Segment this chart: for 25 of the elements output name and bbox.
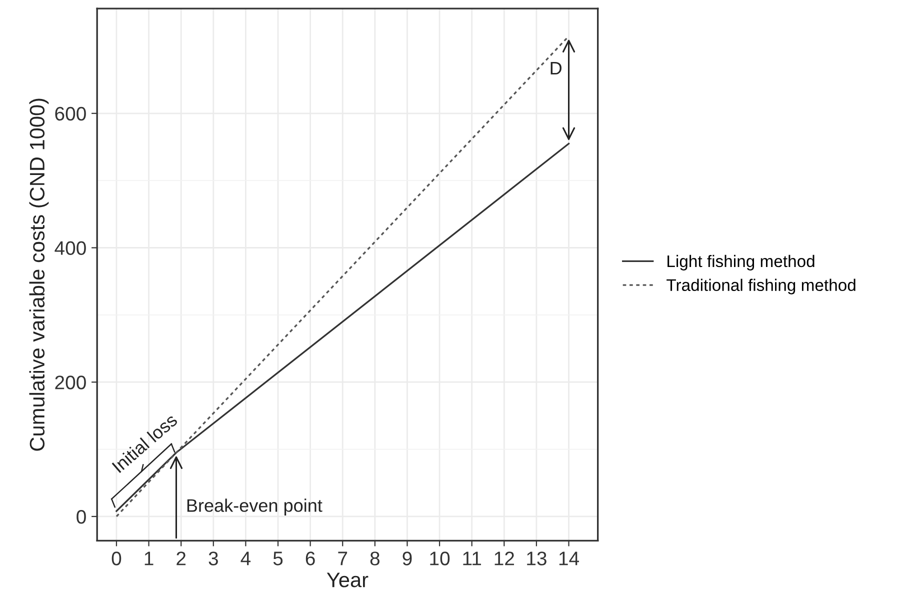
legend-label: Light fishing method xyxy=(668,254,814,270)
y-tick-label: 0 xyxy=(76,510,86,524)
x-tick-label: 9 xyxy=(402,552,412,566)
x-tick-label: 11 xyxy=(463,552,481,566)
x-tick-label: 6 xyxy=(306,552,315,566)
annotation: Break-even point xyxy=(187,498,322,516)
x-tick-label: 4 xyxy=(240,552,251,566)
x-tick-label: 10 xyxy=(430,552,450,566)
x-tick-label: 5 xyxy=(273,552,283,566)
annotation: D xyxy=(550,62,562,74)
x-tick-label: 12 xyxy=(494,552,514,566)
x-tick-label: 8 xyxy=(370,552,380,566)
y-tick-label: 400 xyxy=(54,241,86,255)
x-axis-title: Year xyxy=(326,572,368,588)
y-tick-label: 200 xyxy=(55,376,86,390)
x-tick-label: 13 xyxy=(527,552,546,566)
x-tick-label: 7 xyxy=(338,552,348,566)
x-tick-label: 1 xyxy=(144,552,154,566)
y-axis-title: Cumulative variable costs (CND 1000) xyxy=(29,98,49,451)
y-tick-label: 600 xyxy=(55,106,86,121)
x-tick-label: 14 xyxy=(559,552,580,566)
legend-label: Traditional fishing method xyxy=(666,278,856,294)
x-tick-label: 3 xyxy=(208,552,218,566)
x-tick-label: 0 xyxy=(112,552,122,566)
x-tick-label: 2 xyxy=(176,552,186,566)
